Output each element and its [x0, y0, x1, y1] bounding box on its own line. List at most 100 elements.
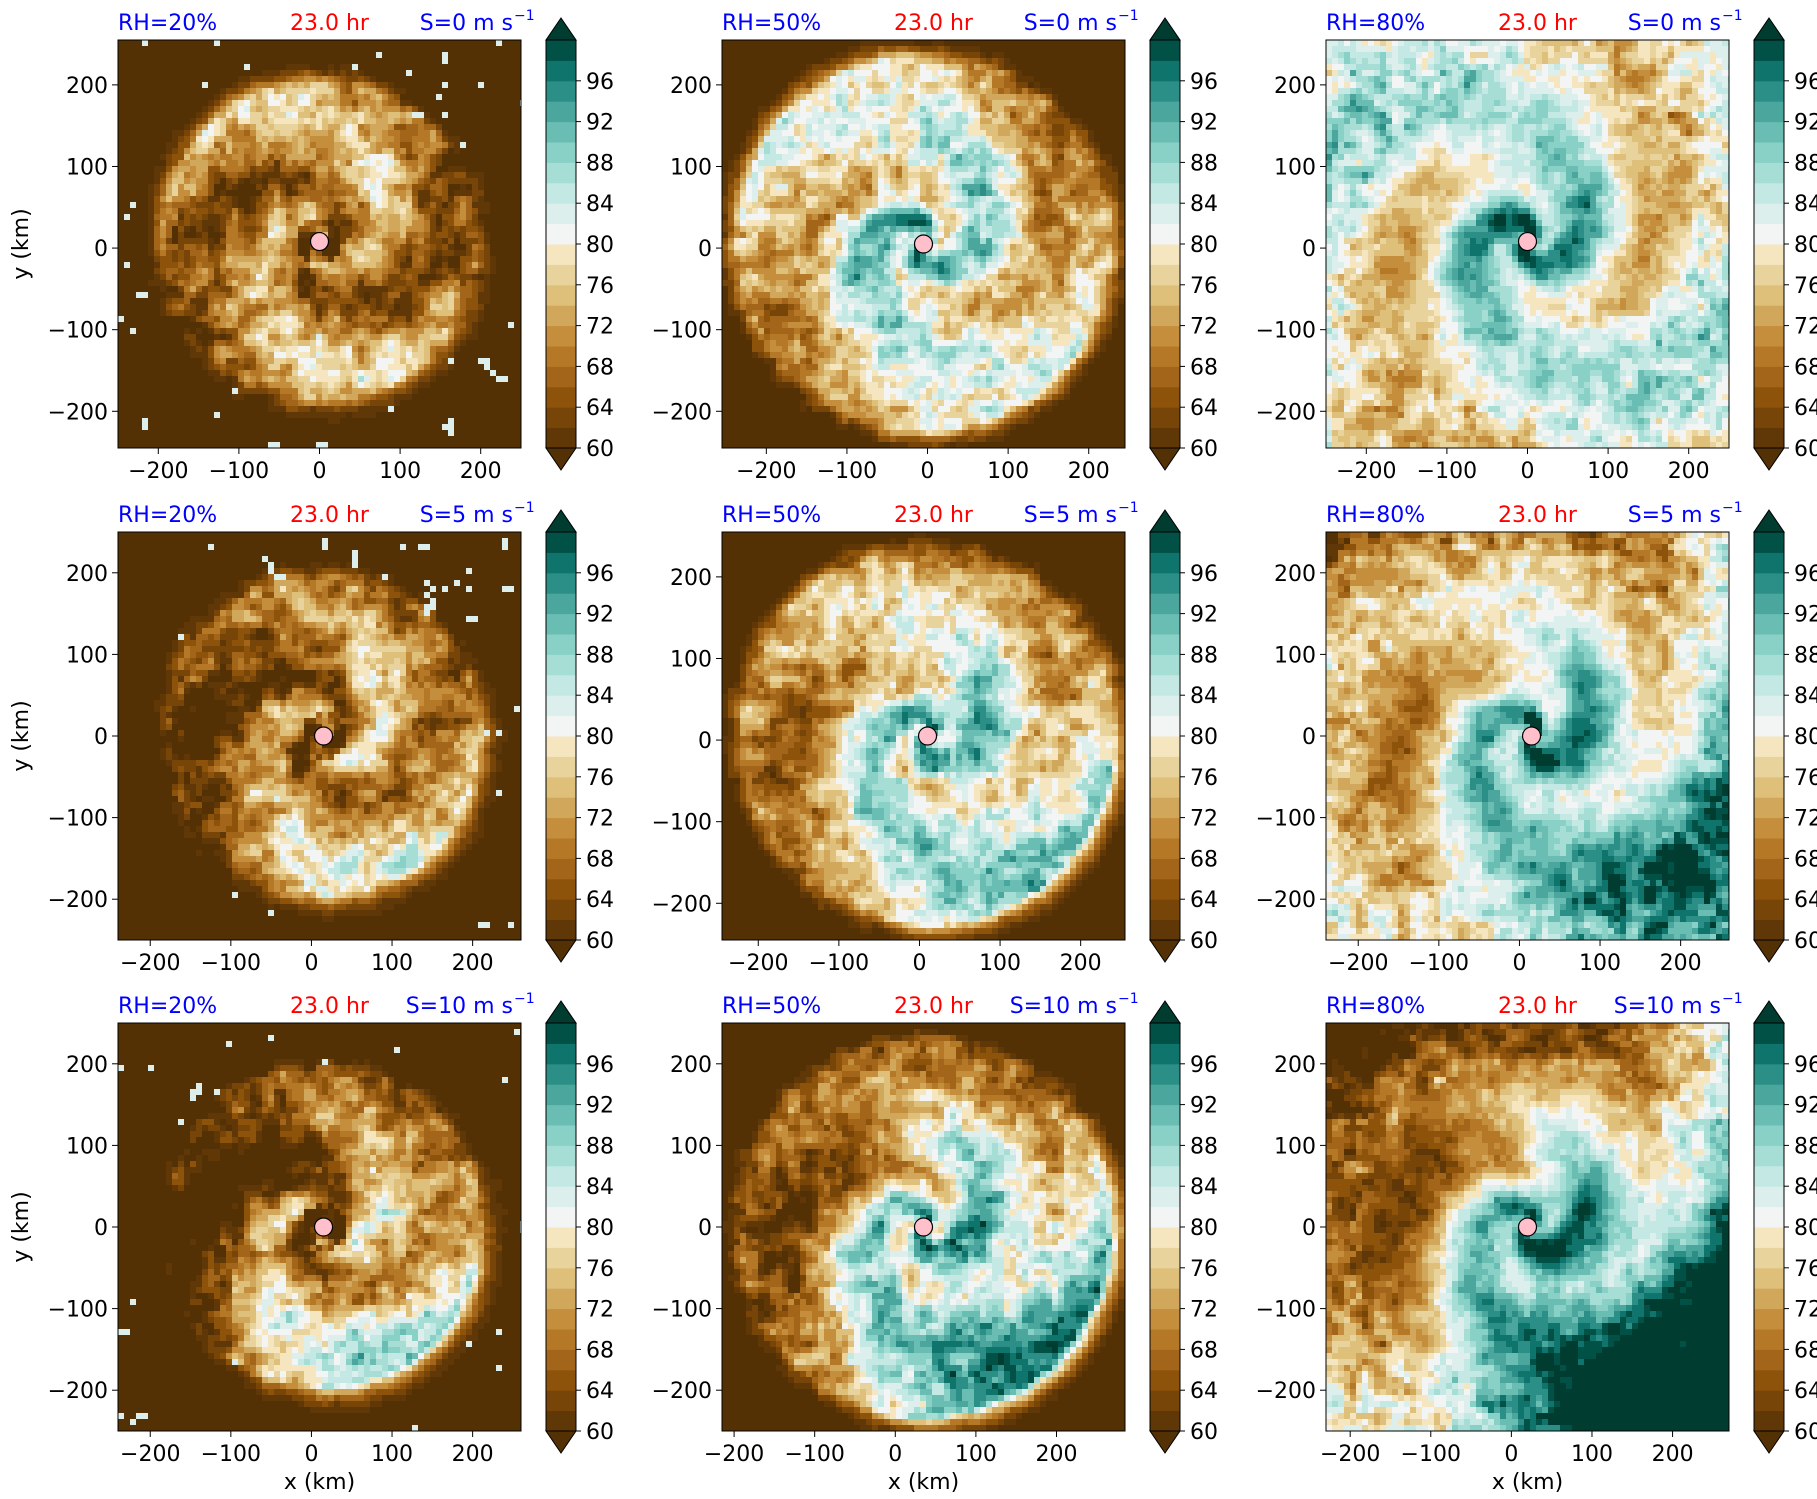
x-tick-label: 0 [304, 951, 318, 976]
x-tick-label: 200 [452, 1442, 494, 1467]
colorbar-tick-label: 72 [1190, 807, 1218, 832]
x-tick-label: 100 [955, 1442, 997, 1467]
y-tick-label: 200 [670, 566, 712, 591]
colorbar-tick-label: 72 [1794, 1298, 1817, 1323]
colorbar-tick-label: 64 [586, 396, 614, 421]
y-tick-label: −100 [652, 1298, 712, 1323]
y-tick-label: 0 [94, 237, 108, 262]
panel-title-rh: RH=50% [722, 994, 821, 1019]
colorbar-tick-label: 72 [1794, 807, 1817, 832]
x-tick-label: −100 [784, 1442, 844, 1467]
x-tick-label: −200 [736, 459, 796, 484]
panel-title-shear: S=10 m s [406, 994, 513, 1019]
colorbar-tick-label: 68 [586, 847, 614, 872]
colorbar-tick-label: 72 [586, 1298, 614, 1323]
storm-center-marker [913, 1217, 934, 1237]
colorbar-tick-label: 76 [586, 766, 614, 791]
x-tick-label: 100 [1579, 951, 1621, 976]
panel-title-time: 23.0 hr [290, 503, 370, 528]
x-tick-label: 0 [304, 1442, 318, 1467]
x-tick-label: 200 [1060, 951, 1102, 976]
x-axis-label: x (km) [888, 1470, 959, 1495]
colorbar-tick-label: 84 [586, 192, 614, 217]
panel-title-rh: RH=20% [118, 994, 217, 1019]
colorbar-tick-label: 80 [586, 233, 614, 258]
x-tick-label: −100 [817, 459, 877, 484]
panel-title-shear-exponent: −1 [1722, 500, 1743, 516]
colorbar-tick-label: 92 [1794, 111, 1817, 136]
colorbar-tick-label: 84 [1794, 684, 1817, 709]
colorbar-tick-label: 96 [586, 562, 614, 587]
colorbar-tick-label: 80 [1190, 233, 1218, 258]
x-tick-label: 0 [1521, 459, 1535, 484]
colorbar-tick-label: 60 [586, 437, 614, 462]
colorbar-tick-label: 60 [586, 929, 614, 954]
colorbar-tick-label: 68 [586, 355, 614, 380]
colorbar-tick-label: 76 [1190, 274, 1218, 299]
colorbar-tick-label: 92 [1190, 111, 1218, 136]
panel-title-rh: RH=20% [118, 503, 217, 528]
colorbar-tick-label: 84 [586, 684, 614, 709]
rh-field [722, 40, 1125, 448]
x-tick-label: 100 [371, 1442, 413, 1467]
y-axis-label: y (km) [9, 1191, 34, 1262]
x-tick-label: 200 [452, 951, 494, 976]
panel-title-shear-exponent: −1 [1722, 8, 1743, 24]
colorbar-tick-label: 68 [1190, 1338, 1218, 1363]
y-tick-label: −100 [48, 319, 108, 344]
x-tick-label: −100 [1417, 459, 1477, 484]
y-tick-label: −200 [48, 888, 108, 913]
x-tick-label: 0 [313, 459, 327, 484]
colorbar-tick-label: 72 [586, 315, 614, 340]
colorbar-tick-label: 84 [1190, 684, 1218, 709]
colorbar-tick-label: 68 [1190, 847, 1218, 872]
y-tick-label: 200 [1274, 1053, 1316, 1078]
rh-field [722, 1023, 1125, 1431]
y-tick-label: 200 [670, 1053, 712, 1078]
colorbar-tick-label: 60 [1794, 929, 1817, 954]
colorbar: 60 64 68 72 76 80 84 88 92 96 [1753, 17, 1817, 471]
panel-title-shear: S=10 m s [1010, 994, 1117, 1019]
x-tick-label: 100 [1587, 459, 1629, 484]
x-tick-label: 200 [1035, 1442, 1077, 1467]
colorbar-tick-label: 76 [586, 274, 614, 299]
colorbar-tick-label: 84 [1190, 1175, 1218, 1200]
colorbar-tick-label: 72 [1190, 1298, 1218, 1323]
colorbar-tick-label: 80 [1794, 1216, 1817, 1241]
colorbar-tick-label: 60 [586, 1420, 614, 1445]
panel-title-shear-exponent: −1 [1118, 991, 1139, 1007]
x-tick-label: −100 [1401, 1442, 1461, 1467]
panel-title-rh: RH=80% [1326, 503, 1425, 528]
colorbar-tick-label: 80 [1190, 1216, 1218, 1241]
panel-3-3: −200 −100 0 100 200 −200 −100 0 100 200 RH=80% 23.0… [1256, 991, 1817, 1495]
y-tick-label: −200 [652, 400, 712, 425]
x-tick-label: 100 [371, 951, 413, 976]
panel-title-time: 23.0 hr [1498, 994, 1578, 1019]
colorbar-tick-label: 64 [586, 1379, 614, 1404]
colorbar-tick-label: 76 [1794, 1257, 1817, 1282]
y-tick-label: 0 [1302, 237, 1316, 262]
colorbar-tick-label: 60 [1190, 929, 1218, 954]
y-tick-label: −200 [652, 1379, 712, 1404]
colorbar-tick-label: 92 [1794, 603, 1817, 628]
colorbar-tick-label: 68 [1794, 847, 1817, 872]
colorbar: 60 64 68 72 76 80 84 88 92 96 [545, 1000, 614, 1454]
x-tick-label: 0 [1512, 951, 1526, 976]
colorbar-tick-label: 88 [1794, 151, 1817, 176]
colorbar-tick-label: 60 [1794, 437, 1817, 462]
colorbar-tick-label: 76 [1794, 274, 1817, 299]
colorbar-tick-label: 60 [1190, 1420, 1218, 1445]
panel-3-2: −200 −100 0 100 200 −200 −100 0 100 200 RH=50% 23.0… [652, 991, 1218, 1495]
x-tick-label: 100 [987, 459, 1029, 484]
colorbar-tick-label: 64 [586, 888, 614, 913]
colorbar-tick-label: 68 [586, 1338, 614, 1363]
rh-field [1326, 1023, 1729, 1431]
colorbar-tick-label: 68 [1794, 1338, 1817, 1363]
panel-title-time: 23.0 hr [894, 11, 974, 36]
x-tick-label: 200 [1068, 459, 1110, 484]
colorbar-tick-label: 96 [1190, 1053, 1218, 1078]
storm-center-marker [309, 231, 330, 252]
panel-title-shear: S=10 m s [1614, 994, 1721, 1019]
colorbar-tick-label: 96 [1794, 1053, 1817, 1078]
y-tick-label: 200 [670, 74, 712, 99]
